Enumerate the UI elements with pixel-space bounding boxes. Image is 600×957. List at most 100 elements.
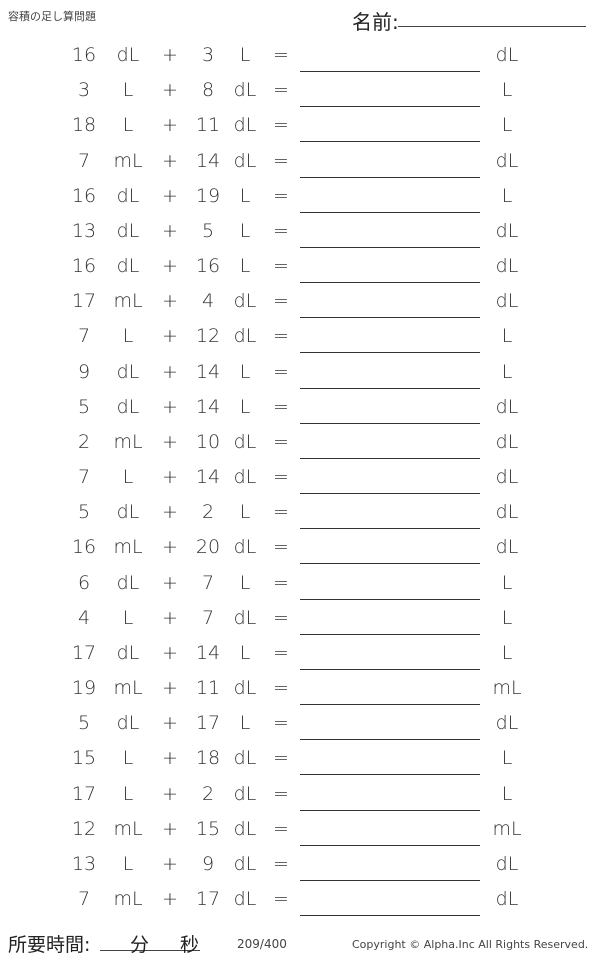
answer-unit: mL	[492, 817, 522, 840]
answer-field[interactable]	[300, 71, 480, 72]
plus-sign: +	[162, 888, 178, 911]
second-number: 2	[201, 782, 215, 805]
second-unit: L	[239, 501, 251, 524]
first-unit: L	[122, 79, 134, 102]
answer-unit: L	[501, 360, 513, 383]
answer-unit: L	[501, 184, 513, 207]
answer-field[interactable]	[300, 739, 480, 741]
equals-sign: =	[273, 606, 289, 629]
plus-sign: +	[162, 184, 178, 207]
answer-field[interactable]	[300, 704, 480, 706]
answer-unit: dL	[495, 852, 519, 875]
answer-field[interactable]	[300, 809, 480, 811]
answer-field[interactable]	[300, 879, 480, 881]
answer-unit: L	[501, 747, 513, 770]
answer-field[interactable]	[300, 387, 480, 389]
answer-field[interactable]	[300, 141, 480, 143]
second-number: 17	[195, 888, 221, 911]
second-number: 18	[195, 747, 221, 770]
second-unit: dL	[233, 817, 257, 840]
answer-unit: dL	[495, 395, 519, 418]
answer-field[interactable]	[300, 246, 480, 248]
answer-unit: mL	[492, 677, 522, 700]
first-unit: L	[122, 747, 134, 770]
answer-field[interactable]	[300, 844, 480, 846]
first-number: 7	[77, 466, 91, 489]
problem-row: 7 mL +14 dL = dL	[0, 150, 600, 185]
answer-unit: dL	[495, 44, 519, 66]
answer-unit: L	[501, 782, 513, 805]
plus-sign: +	[162, 501, 178, 524]
problem-row: 12 mL +15 dL = mL	[0, 818, 600, 853]
problem-row: 17 L +2 dL = L	[0, 783, 600, 818]
second-unit: dL	[233, 79, 257, 102]
first-unit: dL	[116, 395, 140, 418]
answer-field[interactable]	[300, 211, 480, 213]
answer-field[interactable]	[300, 528, 480, 530]
first-number: 12	[71, 817, 97, 840]
first-number: 16	[71, 184, 97, 207]
first-number: 5	[77, 712, 91, 735]
answer-field[interactable]	[300, 352, 480, 354]
answer-unit: dL	[495, 501, 519, 524]
time-field[interactable]	[100, 950, 200, 951]
plus-sign: +	[162, 571, 178, 594]
problem-row: 7 L +14 dL = dL	[0, 466, 600, 501]
answer-field[interactable]	[300, 493, 480, 495]
problem-row: 17 dL +14 L = L	[0, 642, 600, 677]
equals-sign: =	[273, 255, 289, 278]
first-unit: mL	[113, 536, 143, 559]
plus-sign: +	[162, 641, 178, 664]
first-number: 7	[77, 325, 91, 348]
equals-sign: =	[273, 79, 289, 102]
page-number: 209/400	[237, 937, 287, 951]
equals-sign: =	[273, 852, 289, 875]
equals-sign: =	[273, 184, 289, 207]
second-unit: dL	[233, 852, 257, 875]
first-unit: mL	[113, 290, 143, 313]
answer-unit: dL	[495, 430, 519, 453]
first-unit: L	[122, 466, 134, 489]
answer-field[interactable]	[300, 457, 480, 459]
problem-row: 18 L +11 dL = L	[0, 114, 600, 149]
second-number: 14	[195, 149, 221, 172]
first-number: 17	[71, 641, 97, 664]
second-number: 5	[201, 219, 215, 242]
equals-sign: =	[273, 219, 289, 242]
second-number: 7	[201, 606, 215, 629]
answer-field[interactable]	[300, 563, 480, 565]
first-unit: L	[122, 606, 134, 629]
second-number: 14	[195, 395, 221, 418]
answer-field[interactable]	[300, 668, 480, 670]
second-unit: dL	[233, 114, 257, 137]
equals-sign: =	[273, 290, 289, 313]
answer-field[interactable]	[300, 176, 480, 178]
answer-field[interactable]	[300, 633, 480, 635]
worksheet-title: 容積の足し算問題	[8, 10, 96, 23]
second-number: 4	[201, 290, 215, 313]
answer-field[interactable]	[300, 915, 480, 917]
plus-sign: +	[162, 606, 178, 629]
second-unit: dL	[233, 325, 257, 348]
answer-field[interactable]	[300, 598, 480, 600]
answer-unit: L	[501, 641, 513, 664]
answer-field[interactable]	[300, 422, 480, 424]
second-number: 11	[195, 677, 221, 700]
first-number: 13	[71, 852, 97, 875]
answer-field[interactable]	[300, 282, 480, 284]
name-field[interactable]	[398, 26, 586, 27]
second-unit: dL	[233, 149, 257, 172]
equals-sign: =	[273, 430, 289, 453]
equals-sign: =	[273, 677, 289, 700]
first-number: 16	[71, 44, 97, 66]
second-number: 12	[195, 325, 221, 348]
answer-unit: dL	[495, 290, 519, 313]
answer-field[interactable]	[300, 774, 480, 776]
answer-field[interactable]	[300, 106, 480, 108]
answer-unit: dL	[495, 888, 519, 911]
problem-row: 16 mL +20 dL = dL	[0, 536, 600, 571]
answer-field[interactable]	[300, 317, 480, 319]
answer-unit: dL	[495, 466, 519, 489]
seconds-label: 秒	[180, 934, 200, 956]
